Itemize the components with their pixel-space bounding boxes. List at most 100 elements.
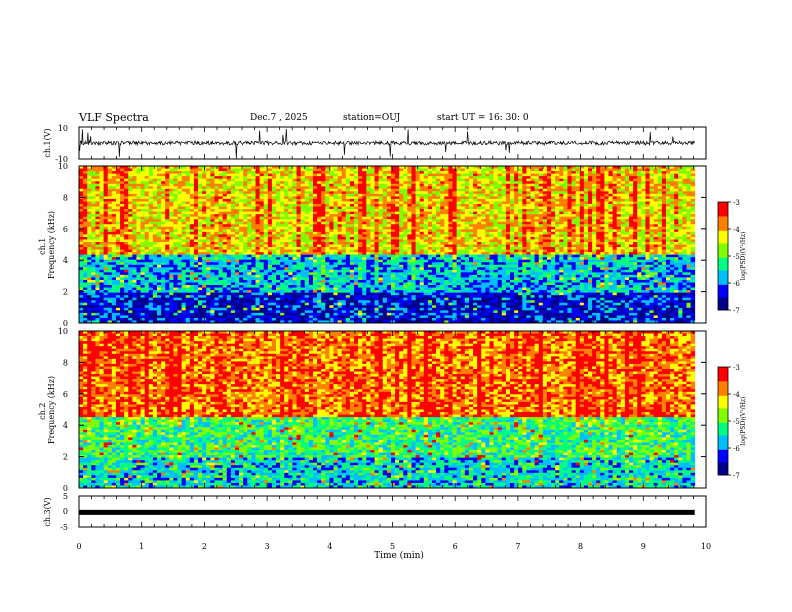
spectrogram-cell <box>342 313 347 316</box>
spectrogram-cell <box>362 305 367 308</box>
spectrogram-cell <box>272 176 277 179</box>
spectrogram-cell <box>95 207 100 210</box>
spectrogram-cell <box>370 179 375 182</box>
spectrogram-cell <box>157 174 162 177</box>
spectrogram-cell <box>256 310 261 313</box>
spectrogram-cell <box>165 315 170 318</box>
spectrogram-cell <box>251 217 256 220</box>
spectrogram-cell <box>104 201 109 204</box>
spectrogram-cell <box>157 227 162 230</box>
spectrogram-cell <box>370 174 375 177</box>
spectrogram-cell <box>284 255 289 258</box>
spectrogram-cell <box>288 194 293 197</box>
spectrogram-cell <box>243 227 248 230</box>
spectrogram-cell <box>403 252 408 255</box>
spectrogram-cell <box>95 237 100 240</box>
spectrogram-cell <box>346 267 351 270</box>
spectrogram-cell <box>288 313 293 316</box>
spectrogram-cell <box>284 303 289 306</box>
spectrogram-cell <box>284 308 289 311</box>
spectrogram-cell <box>153 224 158 227</box>
spectrogram-cell <box>198 237 203 240</box>
spectrogram-cell <box>141 201 146 204</box>
spectrogram-cell <box>256 272 261 275</box>
spectrogram-cell <box>91 288 96 291</box>
spectrogram-cell <box>194 234 199 237</box>
spectrogram-cell <box>305 285 310 288</box>
spectrogram-cell <box>83 191 88 194</box>
spectrogram-cell <box>194 196 199 199</box>
spectrogram-cell <box>395 209 400 212</box>
spectrogram-cell <box>141 176 146 179</box>
spectrogram-cell <box>116 265 121 268</box>
spectrogram-cell <box>227 270 232 273</box>
spectrogram-cell <box>169 176 174 179</box>
spectrogram-cell <box>284 280 289 283</box>
spectrogram-cell <box>235 252 240 255</box>
spectrogram-cell <box>223 298 228 301</box>
spectrogram-cell <box>145 272 150 275</box>
spectrogram-cell <box>292 204 297 207</box>
spectrogram-cell <box>210 277 215 280</box>
spectrogram-cell <box>243 186 248 189</box>
spectrogram-cell <box>227 298 232 301</box>
spectrogram-cell <box>100 204 105 207</box>
spectrogram-cell <box>239 239 244 242</box>
spectrogram-cell <box>128 267 133 270</box>
spectrogram-cell <box>87 222 92 225</box>
spectrogram-cell <box>280 222 285 225</box>
spectrogram-cell <box>124 181 128 184</box>
spectrogram-cell <box>325 250 330 253</box>
spectrogram-cell <box>309 267 314 270</box>
spectrogram-cell <box>227 290 232 293</box>
spectrogram-cell <box>387 295 392 298</box>
spectrogram-cell <box>407 176 412 179</box>
spectrogram-cell <box>256 267 261 270</box>
spectrogram-cell <box>358 247 363 250</box>
spectrogram-cell <box>366 247 371 250</box>
spectrogram-cell <box>239 237 244 240</box>
spectrogram-cell <box>91 212 96 215</box>
spectrogram-cell <box>124 184 128 187</box>
spectrogram-cell <box>346 199 351 202</box>
spectrogram-cell <box>342 255 347 258</box>
spectrogram-cell <box>383 179 388 182</box>
spectrogram-cell <box>346 303 351 306</box>
spectrogram-cell <box>264 219 269 222</box>
spectrogram-cell <box>370 217 375 220</box>
spectrogram-cell <box>149 201 154 204</box>
spectrogram-cell <box>350 285 355 288</box>
spectrogram-cell <box>305 250 310 253</box>
spectrogram-cell <box>239 290 244 293</box>
spectrogram-cell <box>219 270 224 273</box>
spectrogram-cell <box>301 229 306 232</box>
spectrogram-cell <box>79 285 84 288</box>
spectrogram-cell <box>387 310 392 313</box>
spectrogram-cell <box>399 245 404 248</box>
spectrogram-cell <box>403 242 408 245</box>
spectrogram-cell <box>317 196 322 199</box>
spectrogram-cell <box>403 217 408 220</box>
spectrogram-cell <box>354 247 359 250</box>
spectrogram-cell <box>247 199 252 202</box>
spectrogram-cell <box>342 219 347 222</box>
spectrogram-cell <box>100 255 105 258</box>
spectrogram-cell <box>301 252 306 255</box>
spectrogram-cell <box>305 179 310 182</box>
spectrogram-cell <box>132 201 137 204</box>
spectrogram-cell <box>128 229 133 232</box>
spectrogram-cell <box>145 280 150 283</box>
spectrogram-cell <box>407 212 412 215</box>
spectrogram-cell <box>399 275 404 278</box>
spectrogram-cell <box>104 181 109 184</box>
spectrogram-cell <box>338 212 343 215</box>
spectrogram-cell <box>338 176 343 179</box>
spectrogram-cell <box>190 196 195 199</box>
spectrogram-cell <box>366 219 371 222</box>
spectrogram-cell <box>149 250 154 253</box>
spectrogram-cell <box>206 277 211 280</box>
spectrogram-cell <box>210 245 215 248</box>
spectrogram-cell <box>247 308 252 311</box>
spectrogram-cell <box>325 212 330 215</box>
spectrogram-cell <box>379 199 384 202</box>
